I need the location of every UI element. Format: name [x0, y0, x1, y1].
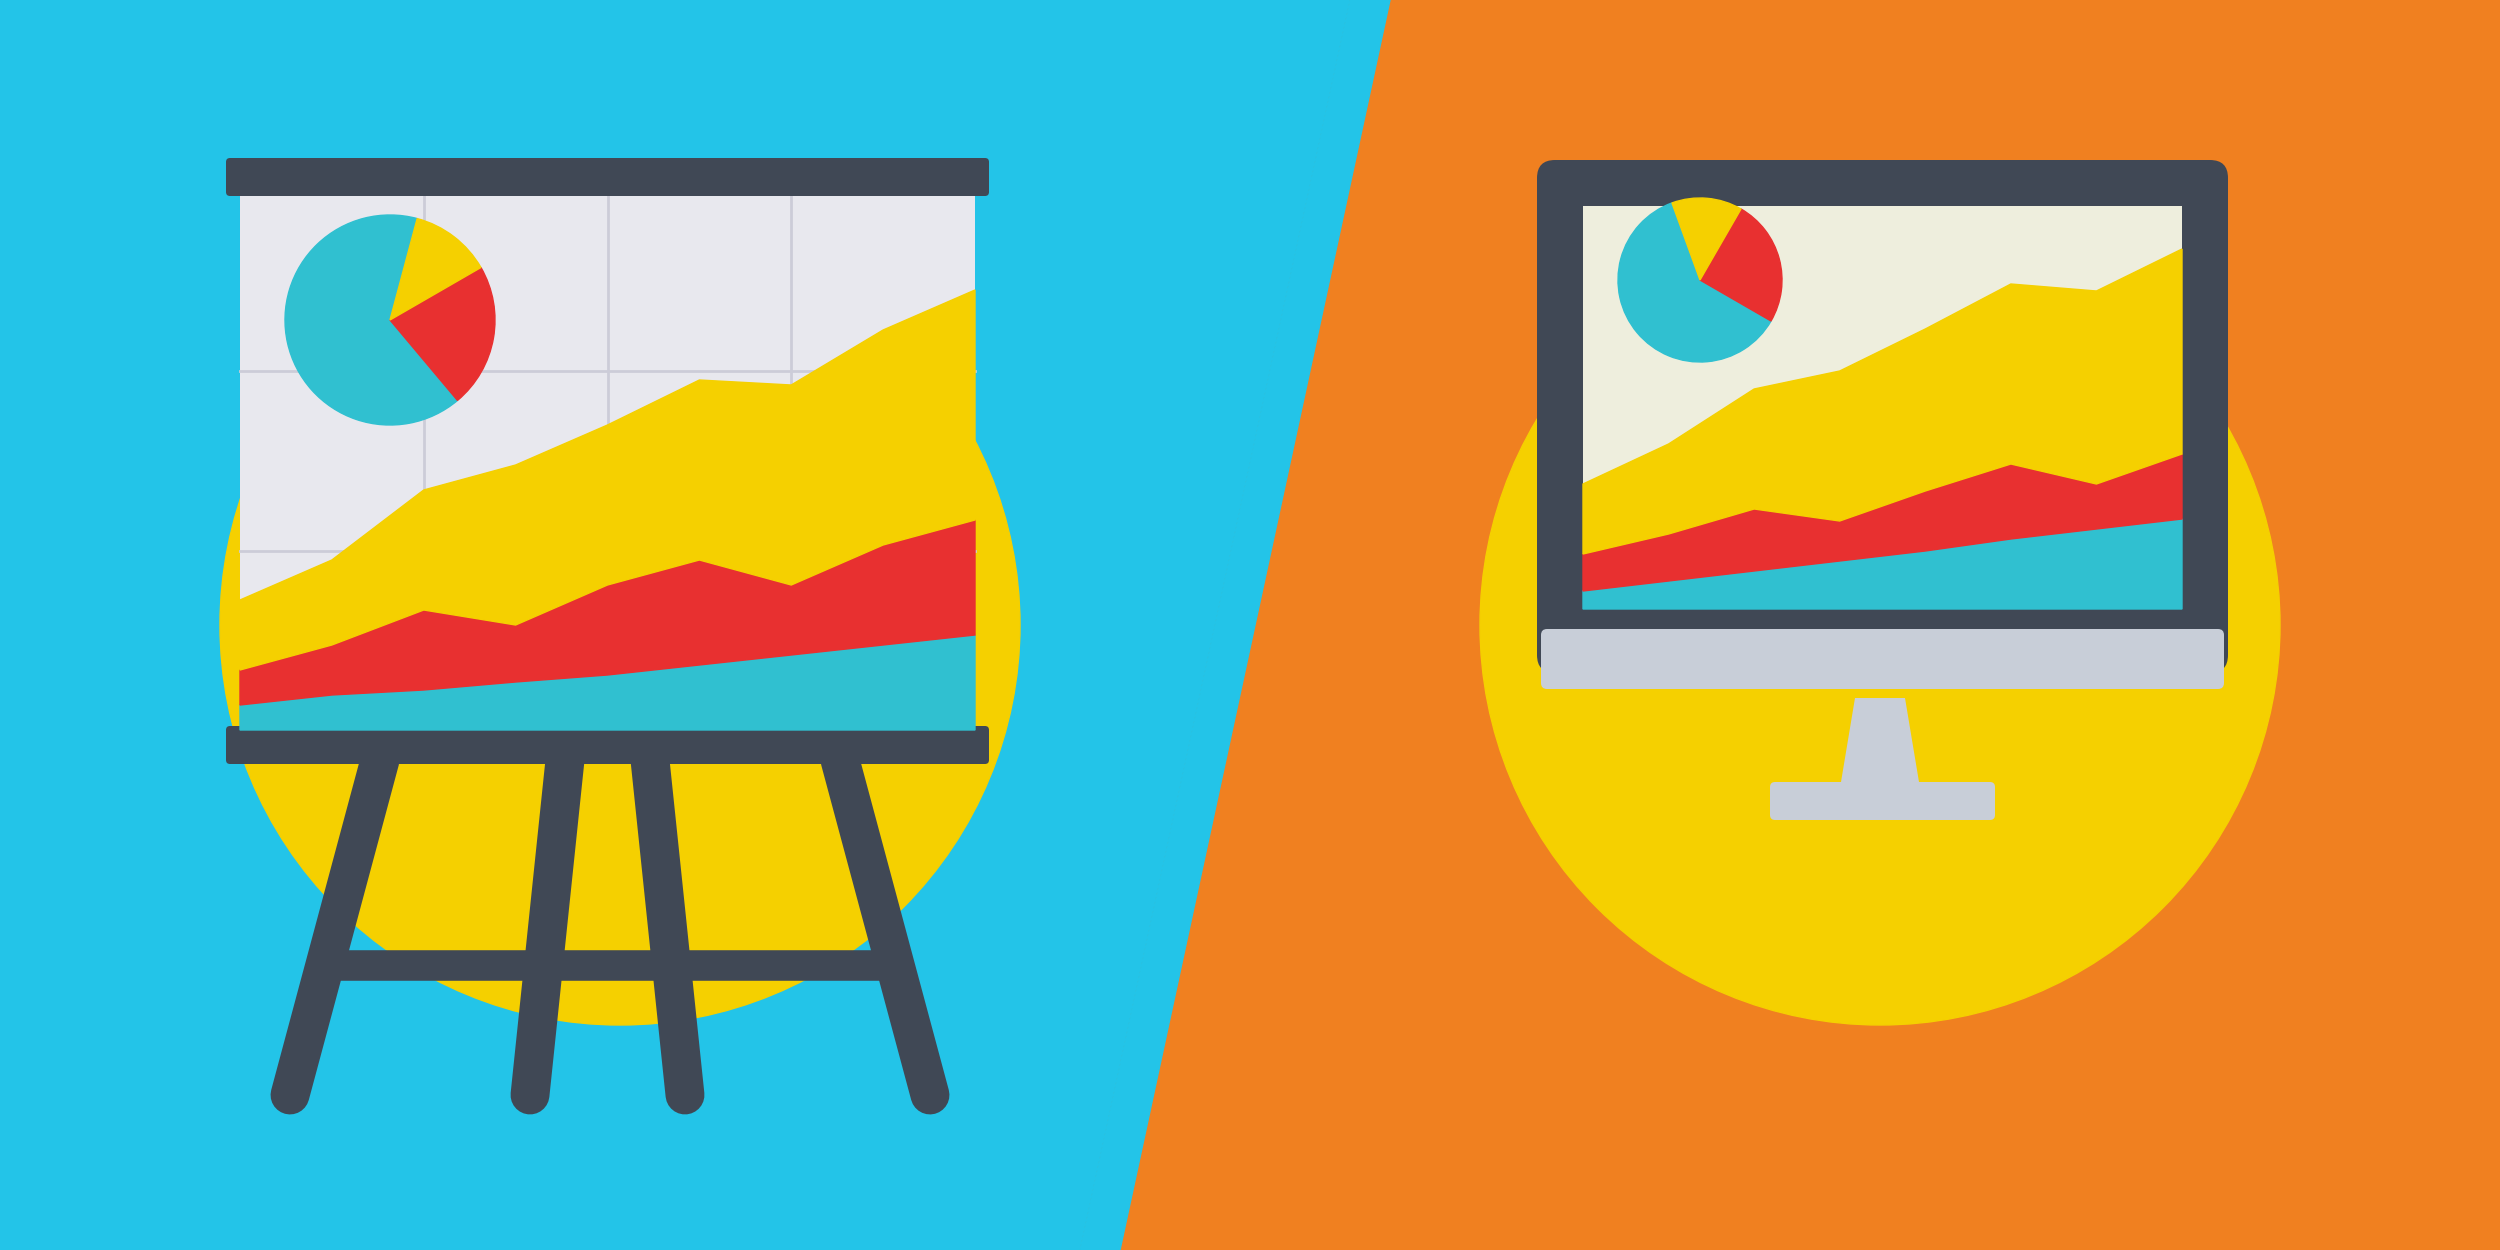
Wedge shape: [390, 219, 480, 320]
Polygon shape: [240, 290, 975, 670]
Wedge shape: [1618, 202, 1770, 362]
Polygon shape: [1582, 519, 2182, 609]
Polygon shape: [240, 635, 975, 730]
FancyBboxPatch shape: [1538, 160, 2228, 672]
Wedge shape: [285, 215, 458, 425]
Polygon shape: [1840, 698, 1920, 788]
Polygon shape: [1582, 454, 2182, 591]
Wedge shape: [1672, 198, 1740, 280]
Circle shape: [1480, 225, 2280, 1025]
Polygon shape: [240, 520, 975, 705]
FancyBboxPatch shape: [225, 158, 990, 196]
FancyBboxPatch shape: [1540, 629, 2225, 689]
FancyBboxPatch shape: [1770, 782, 1995, 820]
Polygon shape: [1080, 0, 1390, 1250]
FancyBboxPatch shape: [225, 726, 990, 764]
FancyBboxPatch shape: [240, 192, 975, 730]
Polygon shape: [1080, 0, 2500, 1250]
Wedge shape: [390, 268, 495, 400]
Circle shape: [220, 225, 1020, 1025]
FancyBboxPatch shape: [1582, 206, 2182, 609]
Wedge shape: [1700, 209, 1782, 321]
Polygon shape: [1582, 249, 2182, 554]
